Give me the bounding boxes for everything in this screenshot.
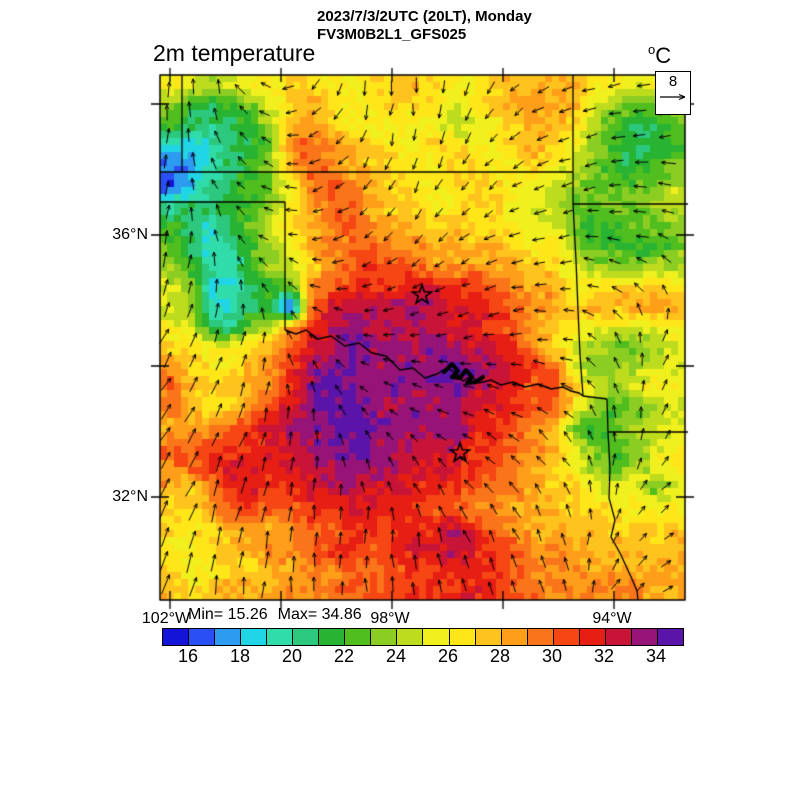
plot-title: 2m temperature: [153, 40, 316, 66]
colorbar-tick-label: 24: [385, 646, 407, 666]
colorbar-cell-19: [267, 629, 294, 645]
colorbar-cell-22: [345, 629, 372, 645]
lon-label-94w: 94°W: [592, 610, 632, 627]
degree-symbol: o: [648, 42, 656, 57]
colorbar-cell-25: [423, 629, 450, 645]
max-value: Max= 34.86: [277, 606, 362, 623]
colorbar-cell-29: [527, 629, 554, 645]
colorbar-tick-label: 22: [333, 646, 355, 666]
units-letter: C: [655, 43, 672, 68]
colorbar-cell-33: [631, 629, 658, 645]
colorbar-cell-18: [241, 629, 268, 645]
colorbar-tick-label: 20: [281, 646, 303, 666]
colorbar-cell-32: [605, 629, 632, 645]
colorbar-cell-26: [449, 629, 476, 645]
colorbar-cell-16: [189, 629, 216, 645]
colorbar-tick-label: 16: [177, 646, 199, 666]
header-datetime: 2023/7/3/2UTC (20LT), Monday: [317, 8, 532, 25]
lon-label-102w: 102°W: [141, 610, 191, 627]
colorbar-cell-21: [319, 629, 346, 645]
lat-label-36n: 36°N: [112, 226, 148, 243]
min-max-readout: Min= 15.26 Max= 34.86: [188, 606, 372, 624]
units-label: oC: [648, 42, 671, 69]
colorbar-cell-27: [475, 629, 502, 645]
lat-label-32n: 32°N: [112, 488, 148, 505]
reference-arrow-icon: [660, 93, 686, 101]
colorbar-cell-20: [293, 629, 320, 645]
lon-label-98w: 98°W: [370, 610, 410, 627]
colorbar-tick-label: 30: [541, 646, 563, 666]
colorbar-tick-label: 28: [489, 646, 511, 666]
colorbar-cell-24: [397, 629, 424, 645]
colorbar-cell-15: [163, 629, 190, 645]
colorbar-cell-28: [501, 629, 528, 645]
min-value: Min= 15.26: [188, 606, 268, 623]
colorbar-cell-17: [215, 629, 242, 645]
colorbar-cell-23: [371, 629, 398, 645]
colorbar-cell-34: [657, 629, 683, 645]
colorbar-tick-label: 34: [645, 646, 667, 666]
reference-vector-value: 8: [668, 73, 678, 90]
colorbar: [162, 628, 684, 646]
colorbar-tick-label: 26: [437, 646, 459, 666]
header-model-id: FV3M0B2L1_GFS025: [317, 26, 467, 43]
reference-vector-box: 8: [655, 71, 691, 115]
colorbar-tick-label: 32: [593, 646, 615, 666]
colorbar-cell-30: [553, 629, 580, 645]
colorbar-cell-31: [579, 629, 606, 645]
colorbar-tick-label: 18: [229, 646, 251, 666]
